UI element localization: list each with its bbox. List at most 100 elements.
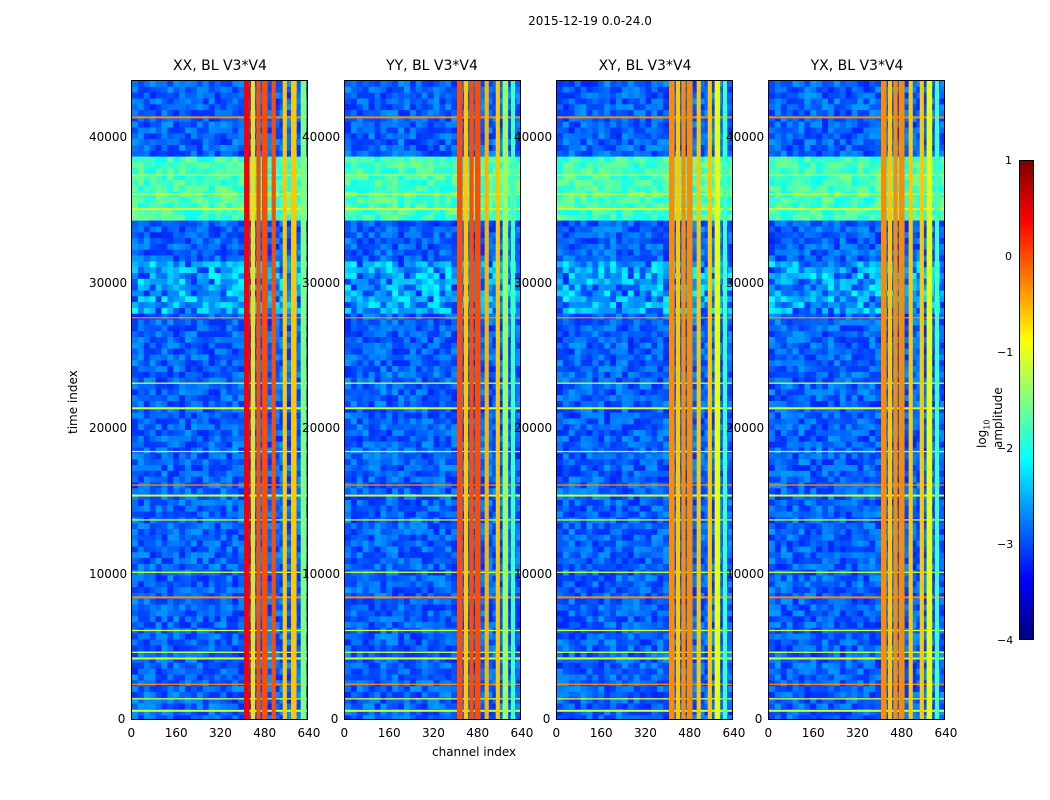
heatmap-cell (196, 174, 204, 181)
heatmap-cell (267, 337, 274, 344)
heatmap-cell (191, 214, 198, 221)
heatmap-cell (173, 691, 180, 698)
heatmap-cell (480, 127, 487, 134)
heatmap-cell (179, 662, 186, 669)
heatmap-cell (137, 633, 145, 640)
heatmap-cell (267, 197, 274, 204)
heatmap-cell (214, 529, 221, 536)
heatmap-cell (404, 238, 411, 245)
heatmap-cell (132, 401, 139, 408)
heatmap-cell (380, 98, 387, 105)
heatmap-cell (350, 261, 358, 268)
heatmap-cell (214, 383, 221, 390)
heatmap-cell (173, 162, 180, 169)
heatmap-cell (486, 110, 493, 117)
heatmap-cell (433, 197, 440, 204)
heatmap-cell (439, 331, 446, 338)
heatmap-cell (167, 86, 174, 93)
heatmap-cell (214, 581, 221, 588)
heatmap-cell (421, 243, 428, 250)
heatmap-cell (439, 273, 446, 280)
heatmap-cell (374, 278, 381, 285)
heatmap-cell (137, 104, 145, 111)
heatmap-cell (232, 523, 239, 530)
heatmap-cell (132, 470, 139, 477)
heatmap-cell (220, 220, 227, 227)
heatmap-cell (398, 342, 405, 349)
heatmap-cell (149, 110, 156, 117)
heatmap-cell (486, 98, 493, 105)
heatmap-cell (433, 325, 440, 332)
heatmap-cell (273, 238, 280, 245)
heatmap-cell (226, 203, 233, 210)
heatmap-cell (267, 622, 274, 629)
heatmap-cell (285, 610, 292, 617)
heatmap-cell (185, 209, 192, 216)
heatmap-cell (409, 313, 417, 320)
heatmap-cell (196, 662, 204, 669)
heatmap-cell (220, 290, 227, 297)
heatmap-cell (149, 185, 156, 192)
heatmap-cell (137, 150, 145, 157)
heatmap-cell (149, 307, 156, 314)
heatmap-cell (202, 395, 209, 402)
heatmap-cell (173, 98, 180, 105)
heatmap-cell (185, 604, 192, 611)
heatmap-cell (143, 389, 150, 396)
heatmap-cell (273, 290, 280, 297)
heatmap-cell (167, 139, 174, 146)
heatmap-cell (451, 360, 458, 367)
heatmap-cell (273, 168, 280, 175)
heatmap-cell (267, 575, 274, 582)
heatmap-cell (143, 179, 150, 186)
heatmap-cell (374, 290, 381, 297)
heatmap-cell (185, 651, 192, 658)
heatmap-cell (345, 395, 352, 402)
heatmap-cell (179, 499, 186, 506)
heatmap-cell (191, 558, 198, 565)
heatmap-cell (149, 622, 156, 629)
heatmap-cell (362, 354, 369, 361)
heatmap-cell (409, 371, 417, 378)
heatmap-cell (226, 214, 233, 221)
heatmap-cell (220, 243, 227, 250)
heatmap-cell (386, 220, 393, 227)
heatmap-cell (368, 284, 375, 291)
heatmap-cell (132, 435, 139, 442)
heatmap-cell (173, 651, 180, 658)
heatmap-cell (220, 453, 227, 460)
heatmap-cell (374, 98, 381, 105)
heatmap-cell (149, 697, 156, 704)
heatmap-cell (202, 383, 209, 390)
heatmap-cell (214, 430, 221, 437)
heatmap-cell (185, 214, 192, 221)
heatmap-cell (356, 168, 363, 175)
heatmap-cell (137, 296, 145, 303)
heatmap-cell (185, 371, 192, 378)
heatmap-cell (220, 441, 227, 448)
heatmap-panel-xx[interactable] (131, 80, 308, 720)
heatmap-cell (226, 238, 233, 245)
heatmap-cell (404, 354, 411, 361)
heatmap-cell (191, 307, 198, 314)
heatmap-cell (433, 267, 440, 274)
heatmap-cell (492, 179, 499, 186)
heatmap-cell (480, 98, 487, 105)
heatmap-cell (350, 81, 358, 88)
heatmap-cell (404, 110, 411, 117)
heatmap-cell (208, 307, 215, 314)
heatmap-cell (279, 284, 286, 291)
heatmap-cell (208, 465, 215, 472)
heatmap-cell (392, 162, 399, 169)
heatmap-cell (427, 319, 434, 326)
heatmap-cell (155, 302, 162, 309)
heatmap-cell (161, 133, 168, 140)
heatmap-cell (238, 435, 245, 442)
heatmap-cell (226, 476, 233, 483)
heatmap-cell (386, 150, 393, 157)
heatmap-cell (179, 395, 186, 402)
heatmap-cell (196, 319, 204, 326)
heatmap-cell (132, 680, 139, 687)
heatmap-cell (220, 249, 227, 256)
heatmap-panel-yy[interactable] (344, 80, 521, 720)
